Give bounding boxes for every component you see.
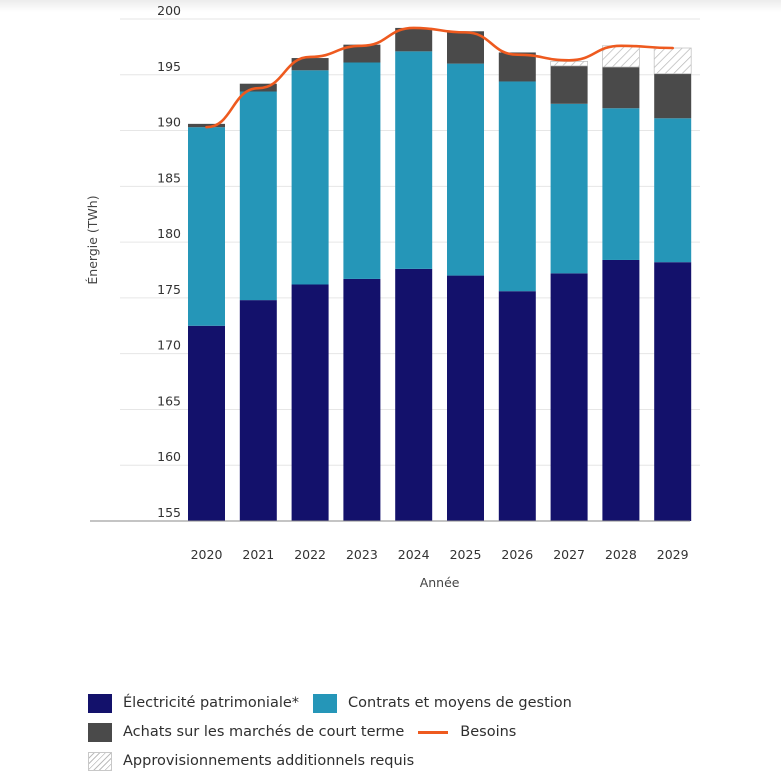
bar-segment-1 [447,275,484,521]
bar-segment-1 [602,259,640,521]
legend-swatch-contrats [313,693,338,713]
x-tick-label: 2023 [346,547,378,562]
top-shadow-bar [0,0,781,12]
bar-segment-1 [550,273,588,521]
bar-segment-3 [498,52,536,82]
x-tick-label: 2020 [191,547,223,562]
y-tick-label: 200 [157,3,181,18]
legend-row-2: Achats sur les marchés de court terme Be… [88,719,586,745]
bars [188,27,692,521]
x-tick-label: 2028 [605,547,637,562]
bar-segment-3 [654,73,692,119]
besoins-line [205,26,674,129]
legend-label-patrimoniale: Électricité patrimoniale* [123,695,300,711]
x-axis-title: Année [420,575,460,590]
bar-segment-3 [291,58,329,71]
bar-segment-3 [395,27,433,52]
legend-label-besoins: Besoins [460,724,517,740]
legend-item-contrats: Contrats et moyens de gestion [313,693,572,713]
bar-segment-3 [188,123,225,128]
y-tick-label: 180 [157,226,181,241]
x-tick-label: 2021 [242,547,274,562]
legend-item-achats: Achats sur les marchés de court terme [88,722,405,742]
legend-item-additionnels: Approvisionnements additionnels requis [88,751,415,771]
bar-segment-2 [395,51,433,269]
x-tick-label: 2022 [294,547,326,562]
y-axis-title: Énergie (TWh) [85,195,100,284]
legend-swatch-patrimoniale [88,693,112,713]
y-tick-label: 195 [157,59,181,74]
y-tick-label: 190 [157,115,181,130]
legend-label-contrats: Contrats et moyens de gestion [348,695,572,711]
legend-swatch-achats [88,722,112,742]
bar-segment-2 [602,108,640,260]
legend-label-additionnels: Approvisionnements additionnels requis [123,753,415,769]
legend-swatch-additionnels [88,751,112,771]
bar-segment-2 [239,91,277,301]
bar-segment-3 [550,65,588,104]
y-tick-label: 160 [157,449,181,464]
x-tick-label: 2027 [553,547,585,562]
x-tick-label: 2029 [657,547,689,562]
bar-segment-3 [602,66,640,109]
bar-segment-1 [395,268,433,521]
bar-segment-1 [654,262,692,521]
legend-item-patrimoniale: Électricité patrimoniale* [88,693,300,713]
bar-segment-1 [188,325,225,521]
bar-segment-1 [498,291,536,521]
bar-segment-1 [239,300,277,521]
bar-segment-1 [343,278,381,521]
bar-segment-2 [291,70,329,285]
y-tick-label: 185 [157,170,181,185]
bar-segment-4 [550,60,588,67]
y-tick-label: 165 [157,393,181,408]
y-tick-label: 170 [157,338,181,353]
y-tick-label: 175 [157,282,181,297]
y-axis-ticks: 155 160 165 170 175 180 185 190 195 200 [157,3,181,520]
bar-segment-3 [343,44,381,63]
x-tick-label: 2024 [398,547,430,562]
x-tick-label: 2026 [501,547,533,562]
bar-segment-2 [498,81,536,292]
bar-segment-2 [654,118,692,263]
bar-segment-4 [653,47,692,75]
bar-segment-3 [447,31,484,64]
x-tick-label: 2025 [450,547,482,562]
bar-segment-1 [291,284,329,521]
legend-item-besoins: Besoins [418,724,516,740]
x-axis-ticks: 2020 2021 2022 2023 2024 2025 2026 2027 2028 2029 [191,547,689,562]
legend-swatch-besoins [418,730,449,734]
legend-label-achats: Achats sur les marchés de court terme [123,724,405,740]
bar-segment-2 [550,103,588,274]
legend-row-3: Approvisionnements additionnels requis [88,748,586,774]
besoins-line-layer [205,26,674,129]
y-tick-label: 155 [157,505,181,520]
bar-segment-2 [188,127,225,326]
bar-segment-2 [447,63,484,276]
legend-row-1: Électricité patrimoniale* Contrats et mo… [88,690,586,716]
chart-legend: Électricité patrimoniale* Contrats et mo… [88,690,586,777]
bar-segment-4 [602,45,640,68]
bar-segment-2 [343,62,381,279]
